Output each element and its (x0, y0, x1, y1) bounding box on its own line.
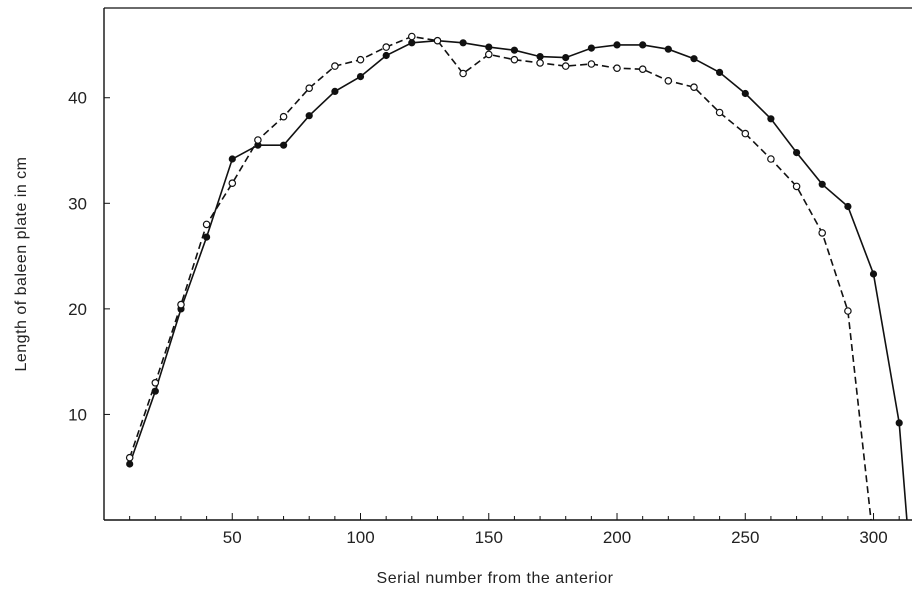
data-point (639, 41, 647, 49)
data-point (536, 52, 544, 61)
data-point (767, 155, 775, 163)
data-point (177, 300, 185, 309)
x-tick-label: 100 (346, 528, 374, 547)
data-point (356, 72, 365, 81)
x-tick-label: 200 (603, 528, 631, 547)
data-point (869, 270, 878, 278)
data-point (228, 155, 236, 163)
series-2 (125, 32, 872, 521)
data-point (356, 55, 365, 64)
data-point (510, 46, 519, 54)
data-point (613, 41, 621, 49)
data-point (279, 112, 288, 121)
data-point (792, 182, 801, 191)
data-point (562, 53, 570, 62)
x-axis-label: Serial number from the anterior (377, 570, 614, 587)
data-point (895, 419, 903, 427)
data-point (792, 149, 801, 157)
data-point (741, 129, 750, 138)
data-point (407, 32, 416, 41)
data-point (510, 55, 519, 64)
data-point (305, 84, 314, 93)
data-point (715, 108, 724, 117)
data-point (818, 180, 826, 188)
y-tick-label: 10 (68, 405, 87, 424)
data-point (126, 460, 134, 468)
x-tick-label: 50 (223, 528, 242, 547)
y-tick-label: 30 (68, 194, 87, 213)
data-point (561, 62, 570, 70)
series-line (128, 35, 872, 521)
data-point (280, 141, 288, 149)
data-point (202, 220, 211, 229)
series-1 (126, 37, 908, 521)
axes: 50 100 150 200 250 300 10 20 30 40 (68, 7, 912, 547)
data-point (767, 115, 775, 123)
data-point (613, 64, 621, 73)
data-point (331, 87, 339, 96)
data-point (305, 112, 313, 120)
data-point (638, 65, 647, 74)
data-point (715, 68, 724, 77)
data-point (587, 44, 596, 52)
data-point (741, 89, 749, 98)
data-point (818, 229, 827, 237)
data-point (690, 83, 698, 92)
x-tick-label: 150 (475, 528, 503, 547)
data-point (844, 307, 852, 315)
y-tick-label: 20 (68, 300, 87, 319)
data-point (203, 233, 211, 241)
data-point (587, 60, 596, 68)
data-point (228, 179, 237, 188)
y-tick-label: 40 (68, 89, 87, 108)
data-point (254, 136, 262, 144)
data-point (484, 50, 493, 59)
data-point (408, 39, 416, 47)
series-layer (125, 32, 908, 521)
y-axis-label: Length of baleen plate in cm (13, 156, 30, 371)
data-point (331, 62, 339, 70)
data-point (459, 39, 467, 47)
data-point (382, 43, 391, 51)
data-point (382, 51, 390, 60)
data-point (485, 43, 493, 51)
data-point (459, 69, 467, 78)
series-line (128, 39, 908, 521)
data-point (151, 378, 160, 387)
data-point (125, 453, 134, 462)
data-point (536, 59, 544, 67)
data-point (690, 55, 698, 63)
x-tick-label: 300 (859, 528, 887, 547)
data-point (844, 202, 852, 211)
x-tick-label: 250 (731, 528, 759, 547)
data-point (664, 77, 673, 85)
data-point (433, 36, 442, 45)
data-point (664, 45, 672, 53)
